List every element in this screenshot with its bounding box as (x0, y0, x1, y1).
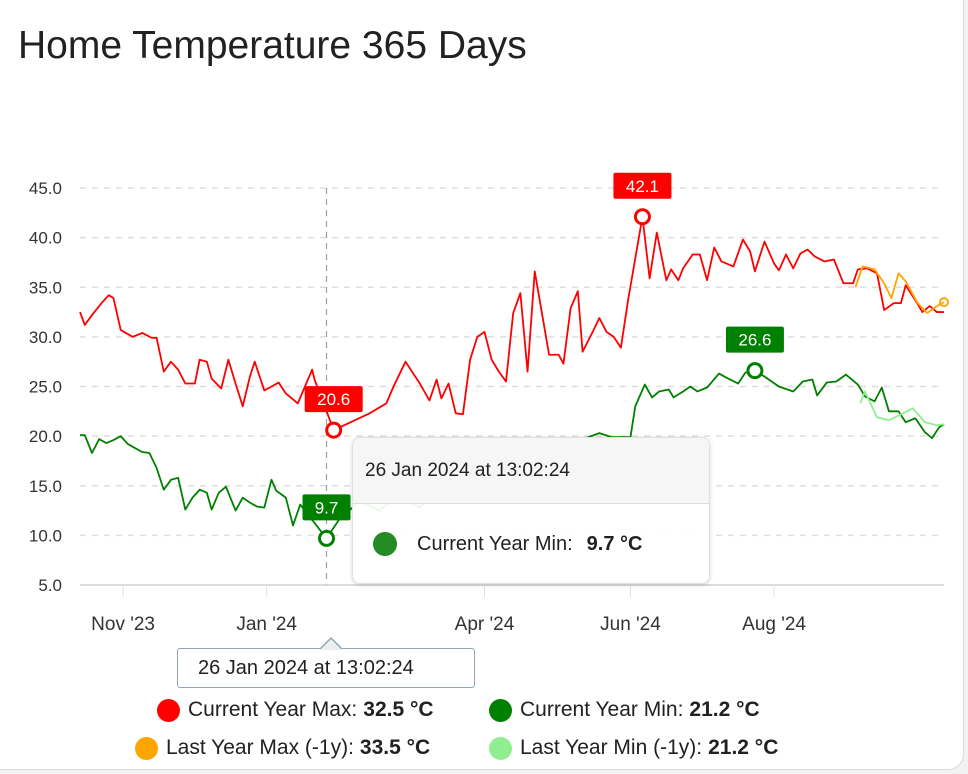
legend-label: Last Year Max (-1y): (166, 736, 354, 759)
legend-dot-icon (157, 698, 180, 722)
legend-label: Current Year Max: (188, 698, 358, 721)
y-tick-label: 10.0 (29, 526, 62, 545)
series-line-last-year-min-y- (859, 390, 945, 427)
data-point-marker (318, 529, 336, 547)
data-point-marker (746, 362, 764, 380)
data-label-box (613, 172, 672, 199)
data-point-marker (939, 297, 949, 308)
legend-item[interactable]: Current Year Min: 21.2 °C (489, 698, 760, 722)
legend-value: 33.5 °C (359, 736, 431, 759)
y-tick-label: 40.0 (29, 229, 62, 248)
y-tick-label: 20.0 (29, 427, 62, 446)
legend-label: Current Year Min: (520, 698, 684, 721)
legend-item[interactable]: Last Year Max (-1y): 33.5 °C (135, 736, 430, 760)
data-label: 9.7 (315, 498, 339, 517)
x-axis-tooltip: 26 Jan 2024 at 13:02:24 (177, 637, 475, 688)
y-tick-label: 5.0 (38, 576, 62, 595)
series-line-current-year-max (79, 215, 944, 432)
y-tick-label: 35.0 (29, 278, 62, 297)
series-dot-icon (373, 532, 397, 556)
data-label: 42.1 (626, 177, 659, 196)
tooltip-header: 26 Jan 2024 at 13:02:24 (353, 438, 709, 504)
legend-dot-icon (135, 736, 158, 760)
series-line-last-year-max-y- (854, 265, 945, 314)
legend-value: 21.2 °C (708, 736, 779, 759)
legend-label: Last Year Min (-1y): (520, 736, 703, 759)
data-label: 26.6 (738, 331, 771, 350)
data-label-box (302, 494, 351, 521)
legend-item[interactable]: Current Year Max: 32.5 °C (157, 698, 434, 722)
tooltip-series-name: Current Year Min: (417, 532, 573, 555)
y-tick-label: 45.0 (29, 179, 62, 198)
chart-title: Home Temperature 365 Days (18, 24, 527, 67)
x-tick-label: Aug '24 (742, 614, 806, 635)
data-point-marker (633, 208, 651, 226)
legend-value: 32.5 °C (363, 698, 434, 721)
y-tick-label: 15.0 (29, 477, 62, 496)
data-label: 20.6 (317, 390, 350, 409)
data-point-marker (325, 421, 343, 439)
x-tick-label: Jun '24 (600, 614, 661, 635)
legend-item[interactable]: Last Year Min (-1y): 21.2 °C (489, 736, 778, 760)
hover-tooltip: 26 Jan 2024 at 13:02:24 Current Year Min… (352, 437, 710, 584)
legend-dot-icon (489, 698, 512, 722)
data-label-box (725, 326, 784, 353)
y-tick-label: 25.0 (29, 378, 62, 397)
y-tick-label: 30.0 (29, 328, 62, 347)
x-tick-label: Nov '23 (91, 614, 155, 635)
x-tick-label: Apr '24 (455, 614, 515, 635)
data-label-box (304, 386, 363, 413)
legend-value: 21.2 °C (689, 698, 760, 721)
tooltip-value: 9.7 °C (586, 532, 643, 555)
legend-dot-icon (489, 736, 512, 760)
x-tick-label: Jan '24 (236, 614, 297, 635)
